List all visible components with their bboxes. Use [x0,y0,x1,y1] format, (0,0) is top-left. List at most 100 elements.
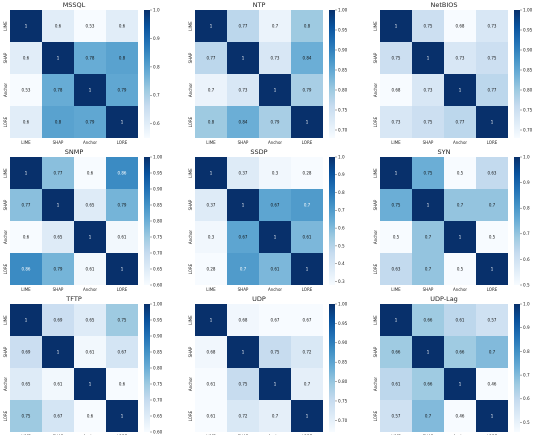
colorbar-tick-label: 0.80 [153,365,163,370]
y-tick-label: Anchor [188,377,193,391]
cell-value-label: 0.86 [22,266,31,271]
cell-value-label: 0.67 [118,349,127,354]
cell-value-label: 0.69 [54,317,63,322]
y-tick-label: LIME [3,168,8,178]
cell-value-label: 0.77 [456,119,465,124]
chart-title: SNMP [65,148,84,156]
colorbar-tick-label: 0.8 [338,190,345,195]
cell-value-label: 1 [459,234,462,239]
heatmap-cell [444,42,476,74]
cell-value-label: 0.79 [271,119,280,124]
chart-title: NetBIOS [430,1,457,9]
x-tick-label: SHAP [53,140,64,145]
heatmap-cell [476,336,508,368]
heatmap-cell [476,74,508,106]
cell-value-label: 1 [491,266,494,271]
cell-value-label: 0.61 [207,381,216,386]
colorbar-tick-label: 0.85 [153,202,163,207]
cell-value-label: 0.57 [488,317,497,322]
colorbar-tick-label: 0.7 [338,208,345,213]
heatmap-cell [106,106,138,138]
cell-value-label: 0.28 [207,266,216,271]
heatmap-cell [476,189,508,221]
cell-value-label: 0.77 [22,202,31,207]
x-tick-label: SHAP [238,287,249,292]
heatmap-cell [74,253,106,285]
cell-value-label: 1 [274,234,277,239]
y-tick-label: Anchor [373,377,378,391]
colorbar-tick-label: 0.80 [338,379,348,384]
cell-value-label: 1 [306,413,309,418]
heatmap-cell [291,253,323,285]
cell-value-label: 0.68 [456,23,465,28]
cell-value-label: 0.75 [392,55,401,60]
heatmap-cell [10,74,42,106]
colorbar-tick-label: 1.0 [523,154,530,159]
colorbar-tick-label: 0.70 [523,127,533,132]
colorbar-tick-label: 1.00 [523,7,533,12]
cell-value-label: 0.46 [456,413,465,418]
heatmap-cell [476,368,508,400]
heatmap-cell [476,106,508,138]
cell-value-label: 0.53 [86,23,95,28]
cell-value-label: 0.5 [457,266,464,271]
heatmap-cell [195,304,227,336]
cell-value-label: 0.66 [424,381,433,386]
cell-value-label: 0.66 [456,349,465,354]
x-tick-label: Anchor [83,287,97,292]
cell-value-label: 0.65 [22,381,31,386]
y-tick-label: LIME [188,21,193,31]
colorbar-tick-label: 0.90 [338,47,348,52]
heatmap-cell [412,106,444,138]
x-tick-label: Anchor [268,140,282,145]
colorbar-tick-label: 0.70 [338,418,348,423]
y-tick-label: Anchor [3,377,8,391]
y-tick-label: SHAP [373,199,378,210]
heatmap-cell [10,400,42,432]
cell-value-label: 0.5 [489,234,496,239]
cell-value-label: 0.73 [424,87,433,92]
x-tick-label: SHAP [423,140,434,145]
heatmap-cell [444,336,476,368]
colorbar-tick-label: 0.4 [338,261,345,266]
heatmap-cell [259,42,291,74]
heatmap-cell [227,10,259,42]
heatmap-cell [227,221,259,253]
heatmap-cell [380,106,412,138]
cell-value-label: 0.84 [239,119,248,124]
chart-title: SYN [438,148,451,156]
x-tick-label: LIME [206,140,216,145]
heatmap-cell [291,42,323,74]
cell-value-label: 0.68 [392,87,401,92]
colorbar-tick-label: 0.80 [153,218,163,223]
cell-value-label: 0.6 [119,381,126,386]
heatmap-cell [74,42,106,74]
cell-value-label: 0.75 [424,23,433,28]
cell-value-label: 0.5 [393,234,400,239]
x-tick-label: SHAP [53,287,64,292]
y-tick-label: LORE [188,410,193,421]
x-tick-label: LORE [487,140,498,145]
heatmap-cell [227,106,259,138]
cell-value-label: 0.86 [118,170,127,175]
y-tick-label: SHAP [373,52,378,63]
cell-value-label: 1 [25,317,28,322]
cell-value-label: 0.72 [303,349,312,354]
heatmap-cell [10,253,42,285]
heatmap-cell [227,336,259,368]
heatmap-cell [10,157,42,189]
heatmap-cell [444,221,476,253]
cell-value-label: 0.7 [425,266,432,271]
colorbar-tick-label: 0.7 [153,93,160,98]
heatmap-cell [74,400,106,432]
colorbar-tick-label: 0.70 [153,250,163,255]
colorbar-tick-label: 0.95 [338,27,348,32]
colorbar [144,304,150,432]
heatmap-cell [42,253,74,285]
colorbar-tick-label: 0.90 [153,333,163,338]
heatmap-cell [227,368,259,400]
colorbar-tick-label: 0.85 [523,67,533,72]
cell-value-label: 0.7 [304,202,311,207]
cell-value-label: 1 [459,87,462,92]
